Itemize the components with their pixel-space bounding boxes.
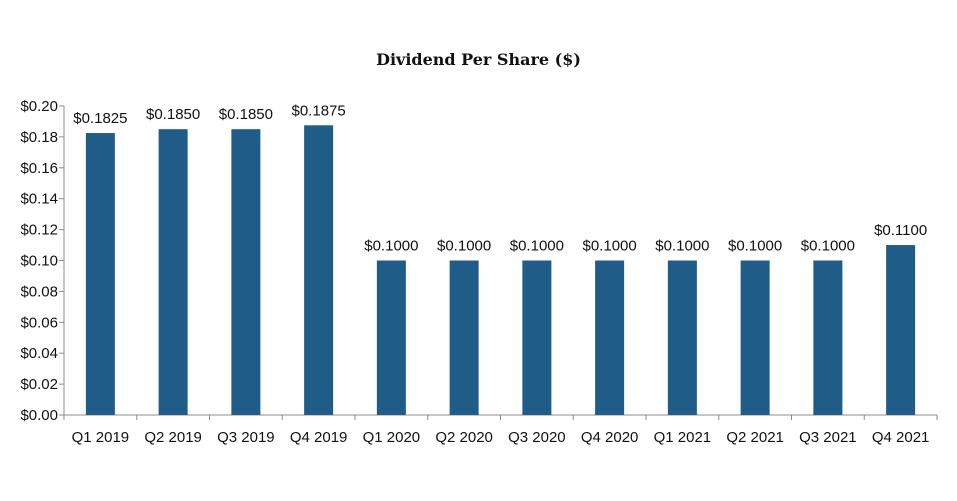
bar	[595, 260, 625, 415]
x-tick-label: Q1 2019	[72, 429, 130, 446]
bar	[813, 260, 843, 415]
data-label: $0.1875	[292, 102, 346, 119]
data-label: $0.1000	[655, 238, 709, 255]
x-tick-label: Q1 2020	[363, 429, 421, 446]
y-tick-label: $0.00	[20, 407, 58, 424]
chart-title: Dividend Per Share ($)	[376, 50, 581, 69]
data-label: $0.1000	[510, 238, 564, 255]
data-labels: $0.1825 $0.1850 $0.1850 $0.1875 $0.1000 $0.10…	[73, 102, 927, 254]
y-tick-label: $0.10	[20, 253, 58, 270]
y-tick-label: $0.04	[20, 345, 58, 362]
data-label: $0.1000	[728, 238, 782, 255]
y-tick-label: $0.12	[20, 222, 58, 239]
x-tick-label: Q2 2020	[435, 429, 493, 446]
x-tick-label: Q3 2020	[508, 429, 566, 446]
y-tick-label: $0.20	[20, 98, 58, 115]
x-tick-label: Q2 2021	[726, 429, 784, 446]
bar	[85, 133, 115, 415]
x-tick-label: Q4 2020	[581, 429, 639, 446]
x-tick-label: Q3 2019	[217, 429, 275, 446]
bar	[886, 245, 916, 415]
bar	[376, 260, 406, 415]
data-label: $0.1850	[219, 106, 273, 123]
data-label: $0.1000	[364, 238, 418, 255]
x-axis: Q1 2019 Q2 2019 Q3 2019 Q4 2019 Q1 2020 Q2 20…	[63, 414, 938, 446]
y-tick-label: $0.06	[20, 314, 58, 331]
bar	[304, 125, 334, 415]
y-tick-label: $0.08	[20, 283, 58, 300]
bar	[231, 129, 261, 416]
y-tick-label: $0.16	[20, 160, 58, 177]
y-tick-label: $0.18	[20, 129, 58, 146]
data-label: $0.1850	[146, 106, 200, 123]
bar	[667, 260, 697, 415]
x-tick-label: Q4 2019	[290, 429, 348, 446]
data-label: $0.1825	[73, 110, 127, 127]
data-label: $0.1100	[874, 222, 927, 239]
x-tick-label: Q2 2019	[144, 429, 202, 446]
data-label: $0.1000	[801, 238, 855, 255]
bar	[158, 129, 188, 416]
y-tick-label: $0.02	[20, 376, 58, 393]
x-tick-label: Q4 2021	[872, 429, 930, 446]
bars	[85, 125, 916, 416]
x-tick-label: Q3 2021	[799, 429, 857, 446]
data-label: $0.1000	[583, 238, 637, 255]
data-label: $0.1000	[437, 238, 491, 255]
y-axis: $0.00 $0.02 $0.04 $0.06 $0.08 $0.10 $0.12 $0.14…	[20, 98, 65, 424]
bar	[522, 260, 552, 415]
x-tick-label: Q1 2021	[654, 429, 712, 446]
bar	[449, 260, 479, 415]
bar	[740, 260, 770, 415]
y-tick-label: $0.14	[20, 191, 58, 208]
